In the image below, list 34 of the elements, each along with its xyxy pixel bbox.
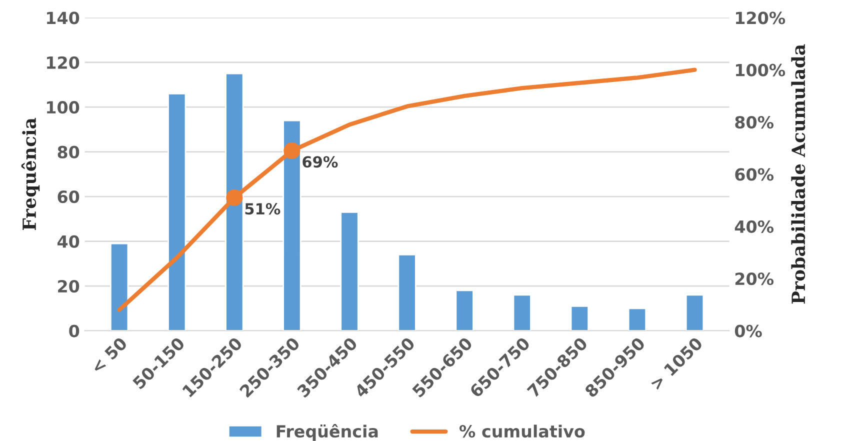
bar xyxy=(168,92,186,331)
bar xyxy=(340,212,359,331)
y2-tick-label: 0% xyxy=(734,324,762,338)
y-axis-title: Frequência xyxy=(21,118,40,230)
y2-axis-title: Probabilidade Acumulada xyxy=(791,44,806,304)
data-label: 51% xyxy=(245,203,280,215)
bar xyxy=(398,254,416,331)
y2-tick-label: 40% xyxy=(734,220,774,233)
y-tick-label: 40 xyxy=(57,235,80,248)
line-series xyxy=(117,68,697,312)
y2-tick-label: 60% xyxy=(735,168,774,181)
bar xyxy=(685,294,704,331)
bar xyxy=(225,72,244,331)
y2-tick-label: 20% xyxy=(735,272,774,286)
y-tick-label: 100 xyxy=(47,101,80,114)
bar xyxy=(628,308,647,331)
bar xyxy=(282,120,302,331)
y-tick-label: 120 xyxy=(47,56,80,69)
y-tick-label: 60 xyxy=(58,190,80,204)
y-tick-label: 0 xyxy=(69,324,80,338)
bar xyxy=(512,294,532,331)
x-tick-label: < 50 xyxy=(90,336,128,374)
y2-tick-label: 80% xyxy=(735,116,774,129)
y2-tick-label: 120% xyxy=(736,12,786,24)
legend-label: % cumulativo xyxy=(460,424,585,438)
bar xyxy=(570,305,589,331)
y-tick-label: 140 xyxy=(47,12,80,24)
bar xyxy=(110,242,129,331)
y-tick-label: 20 xyxy=(58,280,80,293)
y-tick-label: 80 xyxy=(58,146,80,158)
data-label: 69% xyxy=(302,156,338,168)
y2-tick-label: 100% xyxy=(736,64,786,76)
legend-label: Freqüência xyxy=(276,424,378,441)
bar xyxy=(455,290,474,331)
